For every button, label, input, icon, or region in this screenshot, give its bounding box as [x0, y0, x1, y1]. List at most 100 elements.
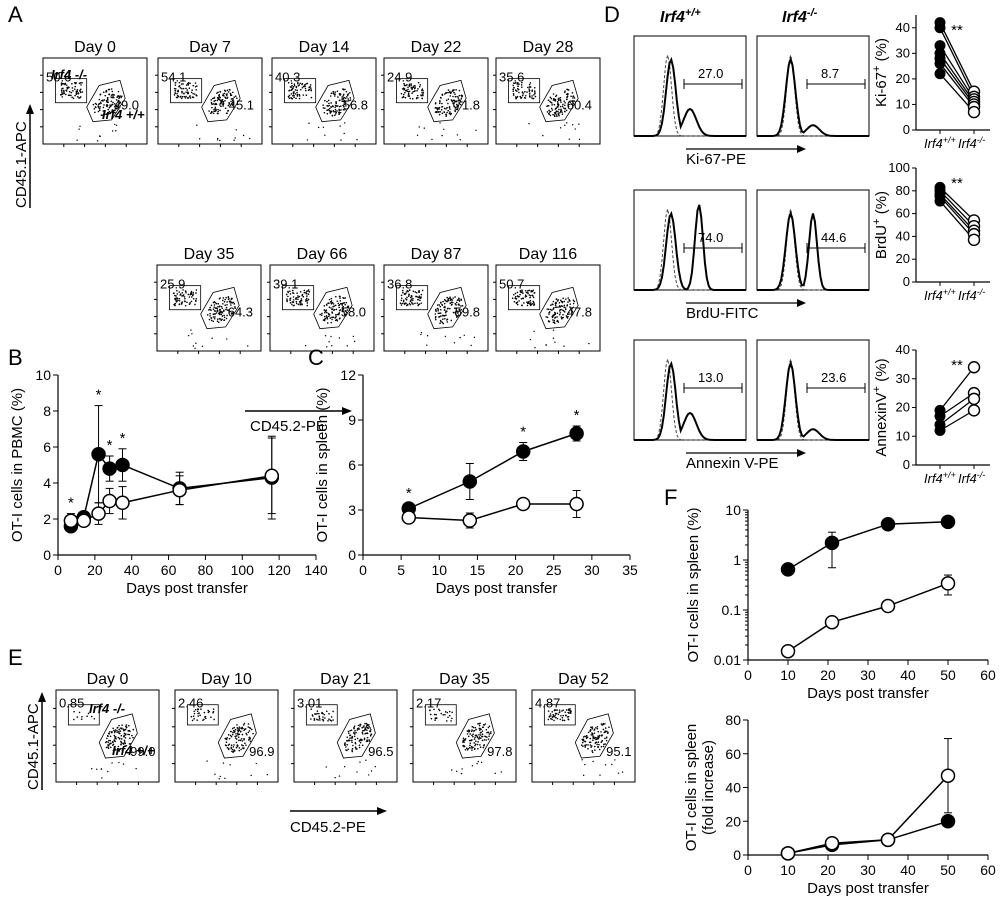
event-dot — [411, 92, 413, 95]
event-dot — [292, 296, 295, 298]
event-dot — [455, 89, 457, 91]
event-dot — [210, 716, 212, 719]
event-dot — [117, 90, 120, 93]
event-dot — [306, 82, 309, 85]
event-dot — [407, 295, 410, 297]
x-tick-label: 30 — [584, 562, 600, 578]
event-dot — [567, 718, 570, 721]
event-dot — [338, 313, 340, 316]
event-dot — [305, 94, 308, 97]
event-dot — [105, 89, 108, 92]
event-dot — [441, 94, 444, 96]
event-dot — [471, 725, 474, 728]
event-dot — [214, 110, 217, 112]
event-dot — [114, 749, 117, 751]
event-dot — [188, 296, 191, 298]
event-dot — [557, 99, 560, 102]
percent-positive: 8.7 — [821, 66, 839, 81]
event-dot — [549, 308, 552, 311]
event-dot — [330, 297, 333, 300]
event-dot — [551, 319, 554, 321]
event-dot — [335, 308, 338, 311]
event-dot — [564, 307, 567, 309]
event-dot — [97, 110, 100, 113]
event-dot — [127, 733, 129, 736]
event-dot — [599, 774, 601, 776]
event-dot — [476, 743, 479, 746]
event-dot — [594, 737, 597, 739]
event-dot — [344, 297, 346, 299]
event-dot — [122, 728, 125, 731]
event-dot — [328, 102, 330, 105]
y-label-unit: (%) — [873, 191, 890, 219]
event-dot — [591, 750, 594, 752]
event-dot — [593, 732, 596, 734]
event-dot — [512, 88, 514, 91]
x-tick-label: 40 — [124, 562, 140, 578]
event-dot — [229, 310, 231, 313]
gate-irf4-ko — [396, 285, 429, 311]
event-dot — [344, 303, 346, 306]
event-dot — [413, 90, 416, 92]
event-dot — [296, 89, 299, 92]
event-dot — [322, 716, 324, 718]
x-tick-label: 10 — [780, 862, 796, 878]
event-dot — [342, 302, 345, 304]
event-dot — [621, 771, 624, 773]
y-tick-label: 20 — [896, 251, 910, 266]
event-dot — [227, 109, 230, 112]
event-dot — [122, 763, 125, 765]
event-dot — [308, 291, 311, 293]
event-dot — [552, 300, 555, 303]
event-dot — [479, 744, 481, 746]
col-wt-genotype: +/+ — [685, 7, 701, 19]
event-dot — [71, 82, 73, 85]
event-dot — [418, 297, 421, 299]
event-dot — [112, 743, 115, 746]
data-point — [515, 496, 531, 512]
event-dot — [111, 130, 114, 132]
event-dot — [129, 737, 131, 740]
event-dot — [353, 735, 356, 738]
event-dot — [221, 103, 224, 105]
event-dot — [226, 301, 228, 303]
event-dot — [214, 313, 217, 315]
series-open — [780, 574, 956, 659]
event-dot — [189, 82, 191, 85]
y-label-main: AnnexinV — [873, 392, 890, 456]
event-dot — [562, 714, 564, 717]
event-dot — [237, 733, 239, 736]
event-dot — [566, 93, 569, 96]
event-dot — [72, 97, 75, 100]
histogram-plot: 23.6 — [756, 339, 870, 441]
event-dot — [404, 96, 407, 99]
event-dot — [247, 345, 249, 347]
event-dot — [231, 99, 234, 102]
event-dot — [98, 102, 101, 105]
y-label-main: BrdU — [873, 225, 890, 259]
event-dot — [100, 768, 103, 770]
event-dot — [302, 94, 305, 96]
event-dot — [568, 712, 570, 714]
event-dot — [124, 728, 127, 731]
event-dot — [563, 100, 565, 102]
event-dot — [108, 733, 111, 735]
significance-mark: * — [406, 485, 412, 502]
event-dot — [585, 744, 587, 746]
event-dot — [67, 86, 69, 89]
event-dot — [306, 304, 309, 307]
event-dot — [338, 105, 341, 108]
event-dot — [70, 91, 73, 94]
series-open — [401, 490, 584, 529]
panel-a-xlabel: CD45.2-PE — [250, 418, 326, 435]
gate-irf4-wt — [539, 79, 579, 123]
panel-d-headers: Irf4+/+ Irf4-/- — [660, 7, 818, 26]
event-dot — [357, 724, 360, 727]
event-dot — [61, 91, 63, 94]
event-dot — [591, 732, 593, 734]
event-dot — [243, 722, 246, 725]
event-dot — [291, 97, 294, 100]
y-tick-label: 40 — [896, 342, 910, 357]
event-dot — [313, 718, 316, 720]
event-dot — [529, 299, 532, 302]
